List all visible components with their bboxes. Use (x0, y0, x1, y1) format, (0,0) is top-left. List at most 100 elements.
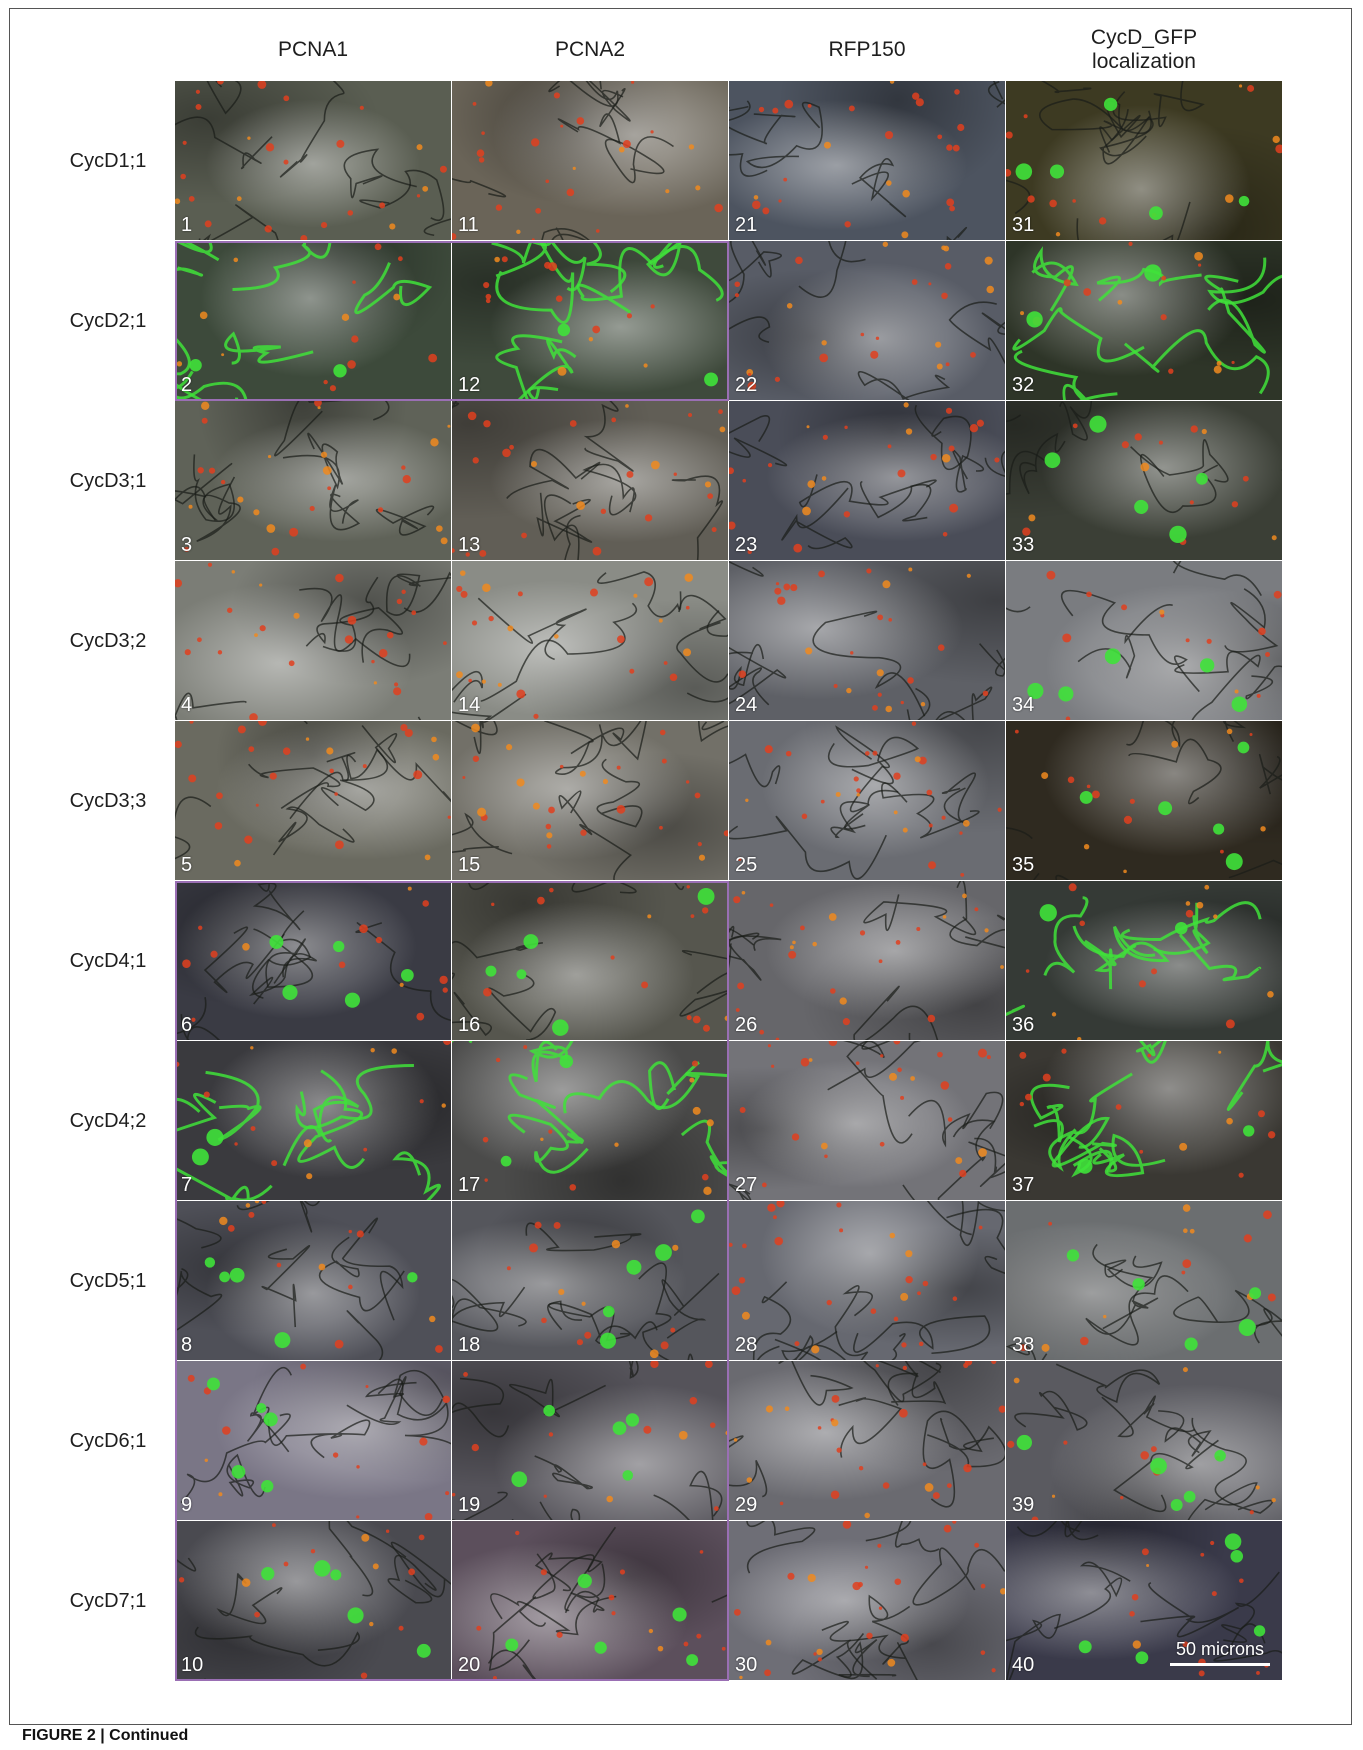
red-speckle (957, 123, 965, 132)
red-speckle (747, 381, 757, 391)
micrograph-panel: 7 (175, 1041, 452, 1201)
red-speckle (1256, 693, 1261, 698)
cell-outline (1253, 1308, 1282, 1344)
red-speckle (801, 813, 808, 820)
cell-outline (175, 1217, 222, 1249)
cell-outline (729, 925, 782, 969)
micrograph-panel: 21 (729, 81, 1006, 241)
red-speckle (1198, 1670, 1205, 1677)
red-speckle (1267, 1293, 1276, 1302)
red-speckle (880, 1054, 884, 1058)
red-speckle (842, 1521, 852, 1529)
red-speckle (853, 776, 859, 782)
cell-outline (377, 1378, 451, 1445)
red-speckle (408, 1568, 416, 1576)
red-speckle (779, 1501, 784, 1506)
red-speckle (608, 1594, 615, 1601)
red-speckle (688, 144, 695, 150)
green-nucleus (206, 1128, 224, 1146)
red-speckle (245, 1203, 251, 1208)
red-speckle (557, 366, 567, 376)
cell-outline (175, 381, 248, 400)
green-nucleus (697, 887, 715, 905)
red-speckle (393, 687, 402, 696)
red-speckle (894, 1578, 902, 1585)
red-speckle (1019, 1344, 1027, 1352)
green-nucleus (1214, 1450, 1226, 1462)
red-speckle (572, 166, 576, 170)
panel-number: 36 (1012, 1014, 1035, 1036)
red-speckle (424, 1512, 433, 1520)
red-speckle (631, 81, 635, 84)
green-nucleus (516, 969, 527, 980)
cell-outline (452, 1278, 499, 1332)
cell-outline (1226, 1041, 1282, 1111)
red-speckle (198, 925, 203, 930)
cell-outline (320, 751, 375, 812)
red-speckle (249, 713, 258, 720)
red-speckle (416, 194, 421, 198)
panel-number: 6 (181, 1014, 193, 1036)
red-speckle (839, 997, 847, 1005)
green-nucleus (625, 1413, 640, 1427)
cell-outline (346, 1376, 444, 1426)
red-speckle (898, 1408, 908, 1418)
cell-outline (774, 1333, 906, 1360)
red-speckle (1091, 790, 1100, 799)
green-nucleus (1135, 1651, 1149, 1665)
red-speckle (208, 467, 216, 474)
red-speckle (184, 546, 190, 552)
red-speckle (791, 1133, 800, 1141)
red-speckle (885, 705, 893, 713)
red-speckle (283, 159, 289, 165)
cell-outline (1245, 665, 1282, 700)
red-speckle (820, 1142, 828, 1150)
cell-outline (541, 227, 590, 240)
green-nucleus (1049, 164, 1065, 179)
red-speckle (785, 750, 792, 757)
cell-outline (547, 1302, 658, 1345)
red-speckle (937, 1051, 943, 1058)
cell-outline (1077, 604, 1173, 679)
red-speckle (258, 721, 267, 726)
panel-number: 23 (735, 534, 758, 556)
micrograph-panel: 32 (1006, 241, 1283, 401)
red-speckle (1271, 1497, 1276, 1503)
red-speckle (233, 257, 239, 263)
red-speckle (576, 1339, 584, 1346)
red-speckle (1190, 425, 1198, 433)
red-speckle (761, 1182, 767, 1188)
red-speckle (579, 770, 586, 777)
red-speckle (1140, 462, 1150, 472)
red-speckle (244, 835, 253, 844)
red-speckle (559, 764, 564, 769)
red-speckle (431, 736, 437, 743)
red-speckle (941, 453, 951, 463)
red-speckle (903, 402, 909, 408)
red-speckle (902, 189, 910, 198)
red-speckle (1194, 251, 1203, 261)
cell-outline (1128, 738, 1222, 805)
red-speckle (944, 263, 952, 270)
cell-outline (452, 1286, 527, 1338)
panel-number: 30 (735, 1654, 758, 1676)
red-speckle (1185, 901, 1191, 906)
green-nucleus (219, 1271, 231, 1283)
red-speckle (689, 1396, 698, 1405)
red-speckle (856, 792, 861, 797)
red-speckle (918, 756, 927, 765)
red-speckle (452, 233, 457, 240)
micrograph-panel: 12 (452, 241, 729, 401)
red-speckle (900, 1095, 905, 1100)
red-speckle (336, 139, 345, 148)
green-nucleus (626, 1259, 642, 1275)
red-speckle (893, 772, 901, 780)
red-speckle (893, 810, 898, 815)
red-speckle (359, 924, 368, 934)
red-speckle (1000, 965, 1004, 969)
red-speckle (998, 1405, 1005, 1413)
red-speckle (379, 202, 386, 209)
red-speckle (643, 363, 648, 368)
red-speckle (476, 149, 485, 157)
red-speckle (1046, 570, 1056, 580)
